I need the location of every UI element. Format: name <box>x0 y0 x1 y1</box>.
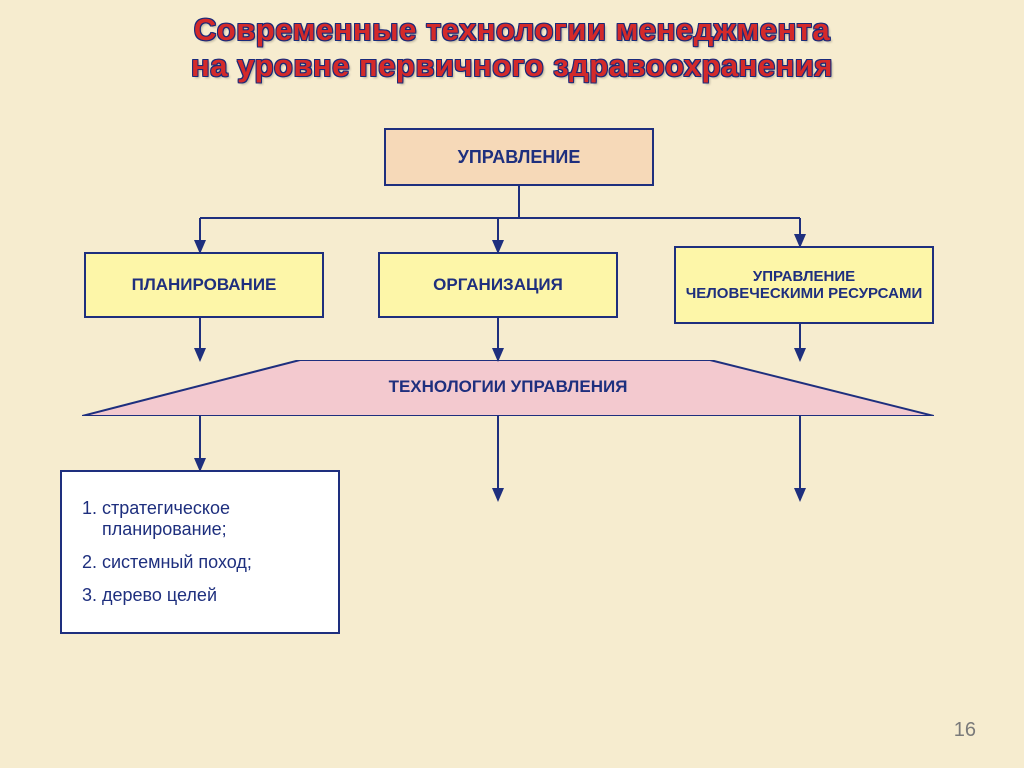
title-line-2: на уровне первичного здравоохранения <box>191 48 833 83</box>
node-organization: ОРГАНИЗАЦИЯ <box>378 252 618 318</box>
node-management: УПРАВЛЕНИЕ <box>384 128 654 186</box>
slide: Современные технологии менеджмента на ур… <box>0 0 1024 768</box>
trapezoid-label: ТЕХНОЛОГИИ УПРАВЛЕНИЯ <box>82 377 934 397</box>
list-item: дерево целей <box>102 585 324 606</box>
list-items: стратегическое планирование; системный по… <box>80 498 324 606</box>
page-number: 16 <box>954 719 976 742</box>
slide-title: Современные технологии менеджмента на ур… <box>0 12 1024 83</box>
node-hr-management: УПРАВЛЕНИЕ ЧЕЛОВЕЧЕСКИМИ РЕСУРСАМИ <box>674 246 934 324</box>
list-item: стратегическое планирование; <box>102 498 324 540</box>
node-management-label: УПРАВЛЕНИЕ <box>458 147 581 168</box>
node-planning: ПЛАНИРОВАНИЕ <box>84 252 324 318</box>
list-item: системный поход; <box>102 552 324 573</box>
node-hr-management-label: УПРАВЛЕНИЕ ЧЕЛОВЕЧЕСКИМИ РЕСУРСАМИ <box>684 268 924 302</box>
node-organization-label: ОРГАНИЗАЦИЯ <box>433 275 563 295</box>
node-planning-label: ПЛАНИРОВАНИЕ <box>132 275 277 295</box>
list-box-strategies: стратегическое планирование; системный по… <box>60 470 340 634</box>
title-line-1: Современные технологии менеджмента <box>194 12 830 47</box>
